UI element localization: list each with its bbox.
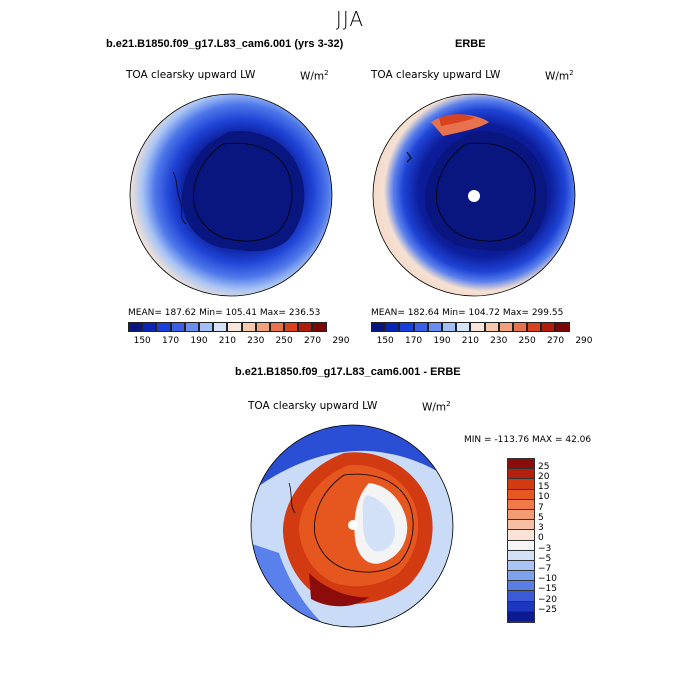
colorbar-tick: 270 <box>546 336 565 346</box>
colorbar-tick: 250 <box>275 336 293 346</box>
obs-colorbar-swatch <box>456 322 471 332</box>
colorbar-tick: 150 <box>376 336 394 346</box>
diff-units-label: W/m2 <box>422 400 451 414</box>
model-colorbar-swatch <box>255 322 270 332</box>
model-colorbar-swatch <box>170 322 185 332</box>
colorbar-tick: 270 <box>303 336 322 346</box>
colorbar-tick: 210 <box>218 336 236 346</box>
model-colorbar-swatch <box>298 322 313 332</box>
colorbar-tick: 7 <box>538 503 544 513</box>
diff-colorbar-swatch <box>508 530 534 541</box>
diff-colorbar-swatch <box>508 499 534 510</box>
model-colorbar <box>128 322 327 332</box>
colorbar-tick: 15 <box>538 482 550 492</box>
diff-colorbar <box>507 458 535 623</box>
model-panel-header: b.e21.B1850.f09_g17.L83_cam6.001 (yrs 3-… <box>106 38 344 50</box>
obs-colorbar-swatch <box>413 322 428 332</box>
colorbar-tick: 170 <box>161 336 180 346</box>
obs-colorbar-swatch <box>441 322 457 332</box>
colorbar-tick: −20 <box>538 595 557 605</box>
diff-colorbar-swatch <box>508 611 534 622</box>
diff-colorbar-swatch <box>508 540 534 551</box>
colorbar-tick: −5 <box>538 554 552 564</box>
obs-colorbar-swatch <box>498 322 513 332</box>
colorbar-tick: 250 <box>518 336 536 346</box>
colorbar-tick: −10 <box>538 574 557 584</box>
diff-colorbar-swatch <box>508 571 534 582</box>
colorbar-tick: 290 <box>332 336 350 346</box>
model-variable-label: TOA clearsky upward LW <box>126 69 256 81</box>
obs-colorbar-swatch <box>399 322 414 332</box>
model-colorbar-swatch <box>156 322 171 332</box>
plot-title: JJA <box>335 7 365 31</box>
colorbar-tick: 20 <box>538 472 550 482</box>
model-colorbar-swatch <box>142 322 157 332</box>
obs-colorbar-swatch <box>541 322 556 332</box>
model-stats: MEAN= 187.62 Min= 105.41 Max= 236.53 <box>128 308 321 318</box>
diff-colorbar-swatch <box>508 509 534 521</box>
colorbar-tick: −25 <box>538 605 557 615</box>
diff-colorbar-ticks: 25 20 15 10 7 5 3 0 −3 −5 −7 −10 −15 −20… <box>538 462 578 622</box>
diff-polar-map <box>250 424 454 628</box>
obs-colorbar-swatch <box>385 322 400 332</box>
diff-stats: MIN = -113.76 MAX = 42.06 <box>464 435 592 445</box>
obs-colorbar-swatch <box>484 322 499 332</box>
model-colorbar-swatch <box>269 322 285 332</box>
colorbar-tick: −3 <box>538 544 552 554</box>
colorbar-tick: 3 <box>538 523 544 533</box>
obs-stats: MEAN= 182.64 Min= 104.72 Max= 299.55 <box>371 308 564 318</box>
obs-colorbar-swatch <box>512 322 528 332</box>
colorbar-tick: −15 <box>538 584 557 594</box>
colorbar-tick: 5 <box>538 513 544 523</box>
obs-colorbar-swatch <box>371 322 386 332</box>
model-colorbar-swatch <box>184 322 199 332</box>
model-colorbar-swatch <box>198 322 214 332</box>
colorbar-tick: 25 <box>538 462 550 472</box>
obs-colorbar-swatch <box>470 322 485 332</box>
obs-colorbar-ticks: 150 170 190 210 230 250 270 290 <box>371 336 598 346</box>
diff-colorbar-swatch <box>508 520 534 531</box>
obs-panel-header: ERBE <box>455 38 486 50</box>
diff-panel-header: b.e21.B1850.f09_g17.L83_cam6.001 - ERBE <box>235 366 461 378</box>
obs-units-label: W/m2 <box>545 69 574 83</box>
colorbar-tick: 170 <box>404 336 423 346</box>
model-colorbar-swatch <box>227 322 242 332</box>
model-colorbar-swatch <box>241 322 256 332</box>
colorbar-tick: 10 <box>538 492 550 502</box>
diff-colorbar-swatch <box>508 560 534 572</box>
colorbar-tick: 230 <box>247 336 265 346</box>
obs-colorbar <box>371 322 570 332</box>
diff-colorbar-swatch <box>508 601 534 612</box>
colorbar-tick: 210 <box>461 336 479 346</box>
model-colorbar-swatch <box>128 322 143 332</box>
diff-colorbar-swatch <box>508 591 534 602</box>
obs-colorbar-swatch <box>427 322 442 332</box>
model-colorbar-swatch <box>284 322 299 332</box>
diff-variable-label: TOA clearsky upward LW <box>248 400 378 412</box>
diff-colorbar-swatch <box>508 550 534 561</box>
obs-polar-map <box>372 93 576 297</box>
colorbar-tick: 290 <box>575 336 593 346</box>
model-colorbar-swatch <box>213 322 228 332</box>
model-colorbar-ticks: 150 170 190 210 230 250 270 290 <box>128 336 355 346</box>
diff-colorbar-swatch <box>508 479 534 490</box>
diff-colorbar-swatch <box>508 489 534 500</box>
colorbar-tick: 190 <box>190 336 208 346</box>
model-colorbar-swatch <box>312 322 327 332</box>
obs-colorbar-swatch <box>555 322 570 332</box>
diff-colorbar-swatch <box>508 459 534 470</box>
model-units-label: W/m2 <box>300 69 329 83</box>
colorbar-tick: 0 <box>538 533 544 543</box>
colorbar-tick: 190 <box>433 336 451 346</box>
obs-variable-label: TOA clearsky upward LW <box>371 69 501 81</box>
colorbar-tick: 230 <box>490 336 508 346</box>
colorbar-tick: 150 <box>133 336 151 346</box>
obs-colorbar-swatch <box>527 322 542 332</box>
diff-colorbar-swatch <box>508 469 534 480</box>
diff-colorbar-swatch <box>508 581 534 592</box>
colorbar-tick: −7 <box>538 564 552 574</box>
model-polar-map <box>129 93 333 297</box>
